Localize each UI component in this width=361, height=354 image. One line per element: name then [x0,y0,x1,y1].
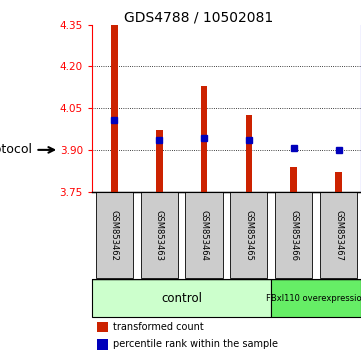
Text: protocol: protocol [0,143,32,156]
Text: transformed count: transformed count [113,322,204,332]
Bar [97,322,108,332]
Text: GSM853462: GSM853462 [110,210,119,261]
Bar [290,167,297,192]
FancyBboxPatch shape [320,193,357,279]
Bar [97,339,108,349]
Bar [201,86,207,192]
Bar [156,130,162,192]
FancyBboxPatch shape [96,193,133,279]
Text: percentile rank within the sample: percentile rank within the sample [113,339,278,349]
FancyBboxPatch shape [186,193,223,279]
Text: GSM853466: GSM853466 [289,210,298,261]
FancyBboxPatch shape [140,193,178,279]
Bar [111,25,118,192]
Bar [245,115,252,192]
Text: FBxl110 overexpression: FBxl110 overexpression [266,293,361,303]
Text: GSM853467: GSM853467 [334,210,343,261]
Text: GSM853464: GSM853464 [200,210,209,261]
FancyBboxPatch shape [275,193,312,279]
Bar [335,172,342,192]
FancyBboxPatch shape [230,193,268,279]
Text: GSM853465: GSM853465 [244,210,253,261]
Text: GSM853463: GSM853463 [155,210,164,261]
Text: GDS4788 / 10502081: GDS4788 / 10502081 [124,11,273,25]
Text: control: control [161,292,202,304]
FancyBboxPatch shape [92,279,271,317]
FancyBboxPatch shape [271,279,361,317]
